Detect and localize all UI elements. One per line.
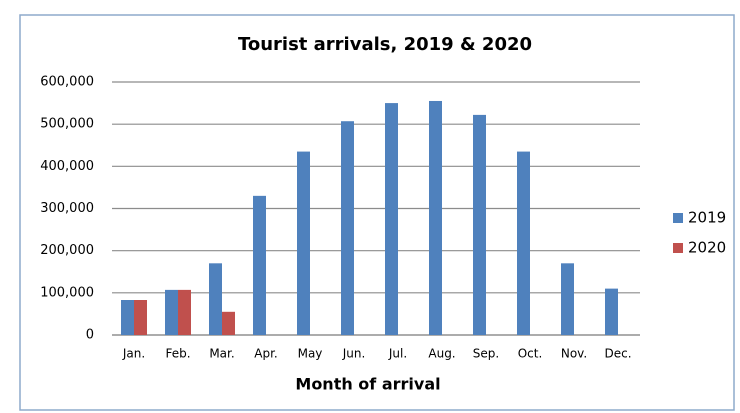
bar — [297, 151, 310, 335]
x-tick-label: Jan. — [122, 347, 145, 361]
x-tick-label: Nov. — [561, 347, 587, 361]
bar — [385, 103, 398, 335]
x-tick-label: Apr. — [254, 347, 277, 361]
chart-frame — [19, 14, 735, 411]
bar — [561, 263, 574, 335]
y-tick-label: 400,000 — [40, 159, 94, 174]
x-axis-title: Month of arrival — [295, 375, 440, 394]
legend-label: 2020 — [688, 239, 726, 257]
bar — [473, 114, 486, 335]
y-tick-label: 600,000 — [40, 75, 94, 90]
y-tick-label: 0 — [86, 328, 94, 343]
x-tick-label: Jun. — [342, 347, 366, 361]
bar — [517, 151, 530, 335]
chart-title: Tourist arrivals, 2019 & 2020 — [238, 34, 532, 55]
y-tick-label: 500,000 — [40, 117, 94, 132]
x-tick-label: Aug. — [428, 347, 455, 361]
x-tick-label: Oct. — [518, 347, 543, 361]
legend-swatch — [673, 213, 683, 223]
x-tick-label: Jul. — [388, 347, 407, 361]
y-tick-label: 200,000 — [40, 243, 94, 258]
bar — [341, 121, 354, 335]
x-tick-label: Dec. — [604, 347, 631, 361]
bar — [429, 100, 442, 335]
bar — [178, 289, 191, 335]
y-tick-label: 300,000 — [40, 201, 94, 216]
x-tick-label: Mar. — [209, 347, 234, 361]
x-tick-label: Sep. — [473, 347, 499, 361]
bar — [121, 300, 134, 335]
bar — [165, 289, 178, 335]
legend-label: 2019 — [688, 209, 726, 227]
bar — [605, 288, 618, 335]
bar — [222, 311, 235, 335]
x-tick-label: Feb. — [165, 347, 190, 361]
y-tick-label: 100,000 — [40, 285, 94, 300]
bar — [253, 195, 266, 335]
bar — [209, 263, 222, 335]
x-tick-label: May — [298, 347, 323, 361]
bar — [134, 300, 147, 335]
legend-swatch — [673, 243, 683, 253]
